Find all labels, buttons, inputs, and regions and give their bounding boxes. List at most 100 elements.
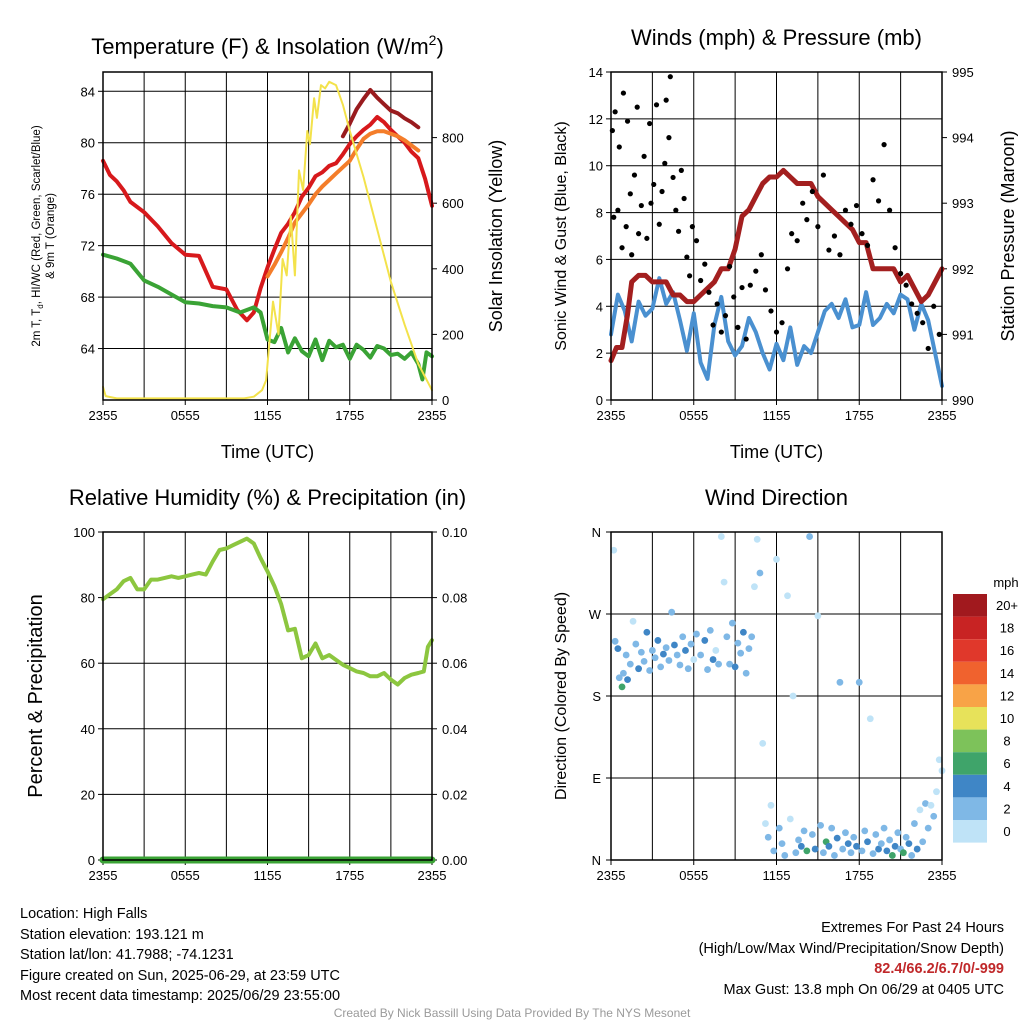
- station-elevation: Station elevation: 193.121 m: [20, 926, 204, 943]
- direction-point: [784, 592, 791, 600]
- gust-point: [842, 207, 849, 213]
- direction-point: [911, 820, 918, 827]
- x-tick-label: 2355: [597, 408, 626, 423]
- y-tick-label: W: [589, 607, 602, 622]
- y-tick-label: 2: [596, 346, 603, 361]
- y-tick-label: 6: [596, 252, 603, 267]
- gust-point: [789, 231, 795, 237]
- y-tick-label: 12: [589, 112, 603, 127]
- legend-label: 20+: [996, 598, 1018, 613]
- legend-swatch: [953, 616, 987, 640]
- temperature-series-1: [340, 88, 421, 139]
- plot-border: [102, 71, 433, 401]
- direction-point: [858, 847, 866, 855]
- y-tick-label: 76: [81, 187, 95, 202]
- direction-point: [797, 842, 805, 850]
- gust-point: [706, 289, 712, 295]
- direction-point: [717, 533, 725, 540]
- direction-point: [646, 667, 654, 674]
- direction-point: [611, 637, 619, 645]
- x-tick-label: 0555: [679, 408, 708, 423]
- direction-point: [632, 640, 640, 648]
- direction-point: [665, 657, 673, 664]
- gust-point: [667, 74, 673, 80]
- direction-point: [620, 669, 627, 677]
- legend-swatch: [953, 752, 987, 775]
- legend-label: 12: [1000, 688, 1014, 703]
- direction-point: [811, 845, 819, 853]
- gust-point: [623, 224, 629, 230]
- y-tick-label: 8: [596, 206, 603, 221]
- direction-point: [709, 656, 717, 663]
- gust-point: [675, 228, 682, 234]
- direction-point: [916, 806, 924, 814]
- direction-point: [742, 669, 750, 677]
- gust-point: [698, 277, 704, 284]
- direction-point: [905, 840, 913, 847]
- y-tick-label: 40: [81, 722, 95, 737]
- credit-line: Created By Nick Bassill Using Data Provi…: [333, 1006, 691, 1020]
- direction-point: [671, 641, 678, 649]
- pressure-line: [608, 167, 945, 364]
- gust-point: [758, 252, 764, 258]
- x-tick-label: 2355: [418, 868, 447, 883]
- direction-point: [726, 660, 734, 668]
- gust-point: [881, 142, 887, 148]
- panel-temperature: 2355 0555 1155 1755 2355 64 68 72 76 80 84 0 200 400 6…: [31, 32, 506, 462]
- direction-point: [778, 840, 786, 847]
- gust-point: [631, 172, 638, 178]
- direction-point: [679, 633, 687, 641]
- direction-point: [737, 649, 745, 657]
- direction-point: [847, 849, 855, 857]
- gust-point: [864, 242, 871, 248]
- direction-point: [855, 678, 863, 686]
- direction-point: [706, 627, 714, 634]
- direction-point: [880, 824, 888, 832]
- x-tick-label: 2355: [89, 868, 118, 883]
- y2-tick-label: 400: [442, 262, 464, 277]
- y-axis-label: Direction (Colored By Speed): [553, 592, 570, 800]
- station-location: Location: High Falls: [20, 906, 148, 922]
- x-tick-label: 1155: [254, 868, 282, 883]
- direction-point: [872, 831, 880, 838]
- direction-point: [756, 569, 764, 577]
- direction-point: [764, 833, 772, 841]
- direction-point: [808, 831, 816, 838]
- direction-point: [833, 834, 841, 842]
- gust-point: [678, 167, 684, 173]
- gust-point: [611, 214, 617, 220]
- x-axis-label: Time (UTC): [730, 442, 823, 462]
- gust-point: [681, 195, 687, 202]
- legend-label: 16: [1000, 643, 1014, 658]
- y-tick-label: 80: [81, 136, 95, 151]
- x-tick-label: 1755: [845, 868, 874, 883]
- x-tick-label: 0555: [679, 868, 708, 883]
- direction-point: [745, 645, 753, 653]
- gust-point: [616, 144, 622, 150]
- y-tick-label: 100: [73, 525, 95, 540]
- direction-point: [877, 840, 885, 847]
- gust-point: [800, 200, 806, 206]
- gust-point: [853, 202, 860, 209]
- gust-point: [647, 120, 653, 127]
- legend-label: 2: [1003, 801, 1010, 816]
- direction-point: [682, 647, 689, 654]
- direction-point: [657, 663, 665, 671]
- y-axis-label: Sonic Wind & Gust (Blue, Black): [553, 121, 570, 350]
- direction-point: [913, 845, 921, 853]
- plot-border: [102, 531, 433, 861]
- direction-point: [629, 617, 637, 625]
- y2-tick-label: 993: [952, 196, 974, 211]
- direction-point: [869, 850, 877, 858]
- gust-point: [648, 200, 654, 206]
- gust-point: [714, 301, 720, 307]
- gust-point: [794, 238, 800, 244]
- y-tick-label: S: [592, 689, 601, 704]
- direction-point: [626, 660, 634, 668]
- direction-point: [610, 546, 618, 554]
- y-tick-label: 68: [81, 290, 95, 305]
- gust-point: [722, 313, 729, 319]
- x-tick-label: 2355: [928, 408, 957, 423]
- station-latlon: Station lat/lon: 41.7988; -74.1231: [20, 947, 234, 963]
- direction-point: [740, 628, 747, 636]
